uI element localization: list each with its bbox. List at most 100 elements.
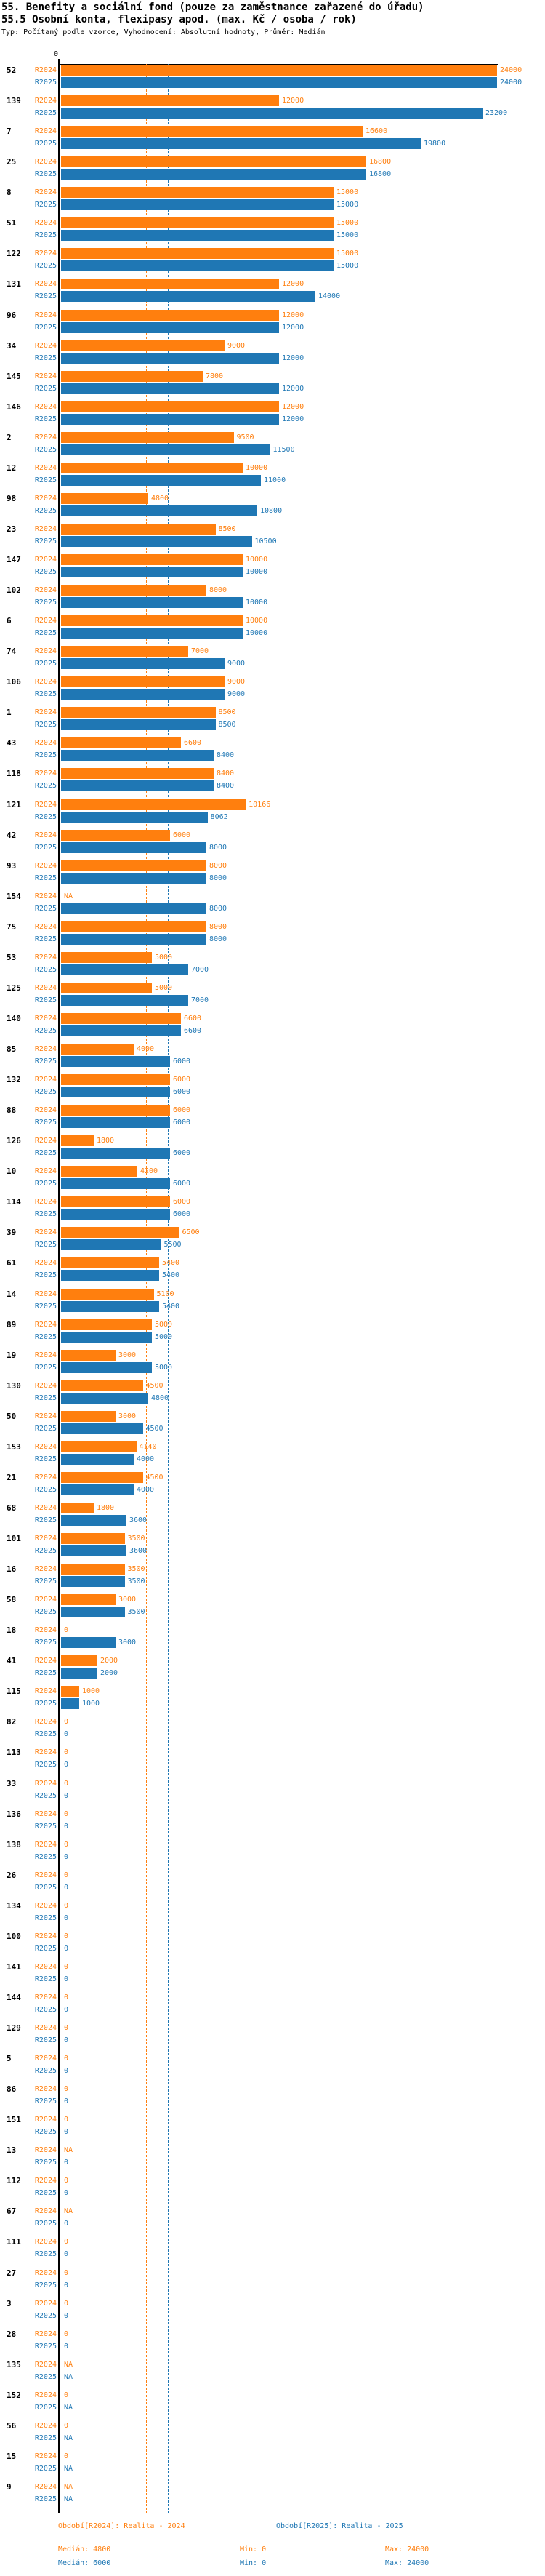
series-label: R2024 [34, 1503, 57, 1512]
value-label: 10000 [246, 463, 268, 472]
value-bar-r2025 [61, 474, 261, 486]
row-id-label: 75 [7, 921, 17, 932]
bar-line-r2024: 132 R2024 6000 [0, 1074, 545, 1086]
bar-group: 27 R2024 0 R2025 0 [0, 2268, 545, 2298]
row-id-label: 18 [7, 1625, 17, 1636]
bar-line-r2025: R2025 0 [0, 1759, 545, 1770]
value-label: 0 [64, 1809, 69, 1818]
value-bar-r2025 [61, 413, 279, 425]
value-bar-r2025 [61, 1453, 134, 1465]
value-bar-r2025 [61, 1637, 116, 1649]
series-label: R2025 [34, 323, 57, 332]
series-label: R2025 [34, 812, 57, 821]
value-bar-r2024 [61, 279, 279, 290]
bar-line-r2025: R2025 0 [0, 2218, 545, 2229]
value-label: 0 [64, 1779, 69, 1788]
row-id-label: 14 [7, 1289, 17, 1299]
value-label: 4800 [151, 494, 169, 503]
series-label: R2025 [34, 1608, 57, 1617]
row-id-label: 136 [7, 1809, 21, 1819]
series-label: R2024 [34, 769, 57, 778]
value-bar-r2024 [61, 248, 334, 260]
row-id-label: 100 [7, 1931, 21, 1941]
bar-line-r2024: 134 R2024 0 [0, 1900, 545, 1911]
value-label: 6000 [173, 1198, 191, 1207]
series-label: R2025 [34, 201, 57, 209]
bar-line-r2025: R2025 6000 [0, 1209, 545, 1220]
bar-group: 2 R2024 9500 R2025 11500 [0, 431, 545, 463]
value-label: 9000 [227, 341, 246, 350]
series-label: R2024 [34, 2299, 57, 2308]
value-bar-r2025 [61, 1484, 134, 1495]
bar-group: 6 R2024 10000 R2025 10000 [0, 615, 545, 646]
value-label: 5400 [162, 1259, 180, 1268]
series-label: R2024 [34, 556, 57, 564]
value-bar-r2024 [61, 370, 203, 382]
value-bar-r2024 [61, 1227, 179, 1239]
bar-line-r2025: R2025 0 [0, 2311, 545, 2321]
series-label: R2024 [34, 1993, 57, 2001]
value-label: 0 [64, 2329, 69, 2338]
series-label: R2024 [34, 1014, 57, 1023]
bar-group: 102 R2024 8000 R2025 10000 [0, 585, 545, 615]
series-label: R2024 [34, 892, 57, 900]
bar-group: 19 R2024 3000 R2025 5000 [0, 1349, 545, 1380]
value-label: 5000 [155, 1320, 173, 1329]
value-label: 5500 [164, 1241, 182, 1249]
value-label: 3600 [129, 1547, 148, 1555]
series-label: R2024 [34, 249, 57, 258]
series-label: R2025 [34, 2067, 57, 2076]
bar-line-r2025: R2025 10800 [0, 505, 545, 516]
max-stat-r2024: Max: 24000 [385, 2545, 429, 2553]
bar-line-r2025: R2025 5000 [0, 1331, 545, 1343]
bar-line-r2024: 51 R2024 15000 [0, 217, 545, 229]
series-label: R2024 [34, 861, 57, 870]
bar-line-r2024: 86 R2024 0 [0, 2084, 545, 2095]
row-id-label: 113 [7, 1748, 21, 1758]
bar-line-r2025: R2025 2000 [0, 1668, 545, 1679]
bar-group: 112 R2024 0 R2025 0 [0, 2175, 545, 2206]
value-bar-r2025 [61, 1239, 161, 1251]
value-label: 0 [64, 1718, 69, 1727]
bar-line-r2025: R2025 1000 [0, 1698, 545, 1710]
row-id-label: 130 [7, 1380, 21, 1391]
value-bar-r2024 [61, 1502, 94, 1513]
series-label: R2025 [34, 660, 57, 668]
series-label: R2025 [34, 262, 57, 271]
value-label: 19800 [424, 140, 446, 148]
bar-line-r2024: 3 R2024 0 [0, 2298, 545, 2309]
series-label: R2024 [34, 1535, 57, 1543]
series-label: R2025 [34, 904, 57, 913]
row-id-label: 25 [7, 157, 17, 167]
series-label: R2024 [34, 2268, 57, 2277]
series-label: R2025 [34, 1761, 57, 1769]
value-label: 0 [64, 1913, 69, 1922]
bar-group: 114 R2024 6000 R2025 6000 [0, 1196, 545, 1227]
series-label: R2025 [34, 1700, 57, 1708]
series-label: R2025 [34, 384, 57, 393]
value-label: 0 [64, 2085, 69, 2094]
series-label: R2025 [34, 996, 57, 1004]
value-label: 9000 [227, 660, 246, 668]
value-label: 0 [64, 1730, 69, 1739]
bar-group: 51 R2024 15000 R2025 15000 [0, 217, 545, 248]
bar-group: 39 R2024 6500 R2025 5500 [0, 1227, 545, 1257]
bar-group: 16 R2024 3500 R2025 3500 [0, 1564, 545, 1594]
series-label: R2025 [34, 1088, 57, 1097]
series-label: R2025 [34, 751, 57, 760]
row-id-label: 125 [7, 983, 21, 993]
bar-line-r2025: R2025 6000 [0, 1117, 545, 1129]
bar-line-r2025: R2025 4800 [0, 1392, 545, 1404]
bar-line-r2025: R2025 7000 [0, 994, 545, 1006]
value-label: 6000 [173, 1088, 191, 1097]
value-bar-r2024 [61, 1380, 143, 1391]
x-axis-tick [58, 59, 60, 64]
value-label: 10000 [246, 629, 268, 638]
series-label: R2024 [34, 1106, 57, 1115]
bar-group: 136 R2024 0 R2025 0 [0, 1809, 545, 1839]
bar-line-r2024: 1 R2024 8500 [0, 707, 545, 719]
value-bar-r2025 [61, 1514, 126, 1526]
value-bar-r2025 [61, 1698, 79, 1710]
bar-line-r2025: R2025 5000 [0, 1361, 545, 1373]
value-bar-r2024 [61, 309, 279, 321]
